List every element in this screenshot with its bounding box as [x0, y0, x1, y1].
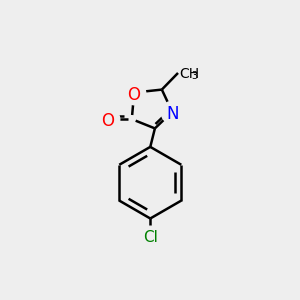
Text: O: O — [128, 85, 141, 103]
Text: 3: 3 — [191, 71, 197, 81]
Text: CH: CH — [179, 67, 199, 81]
Text: N: N — [166, 105, 178, 123]
Text: Cl: Cl — [143, 230, 158, 245]
Text: O: O — [101, 112, 114, 130]
